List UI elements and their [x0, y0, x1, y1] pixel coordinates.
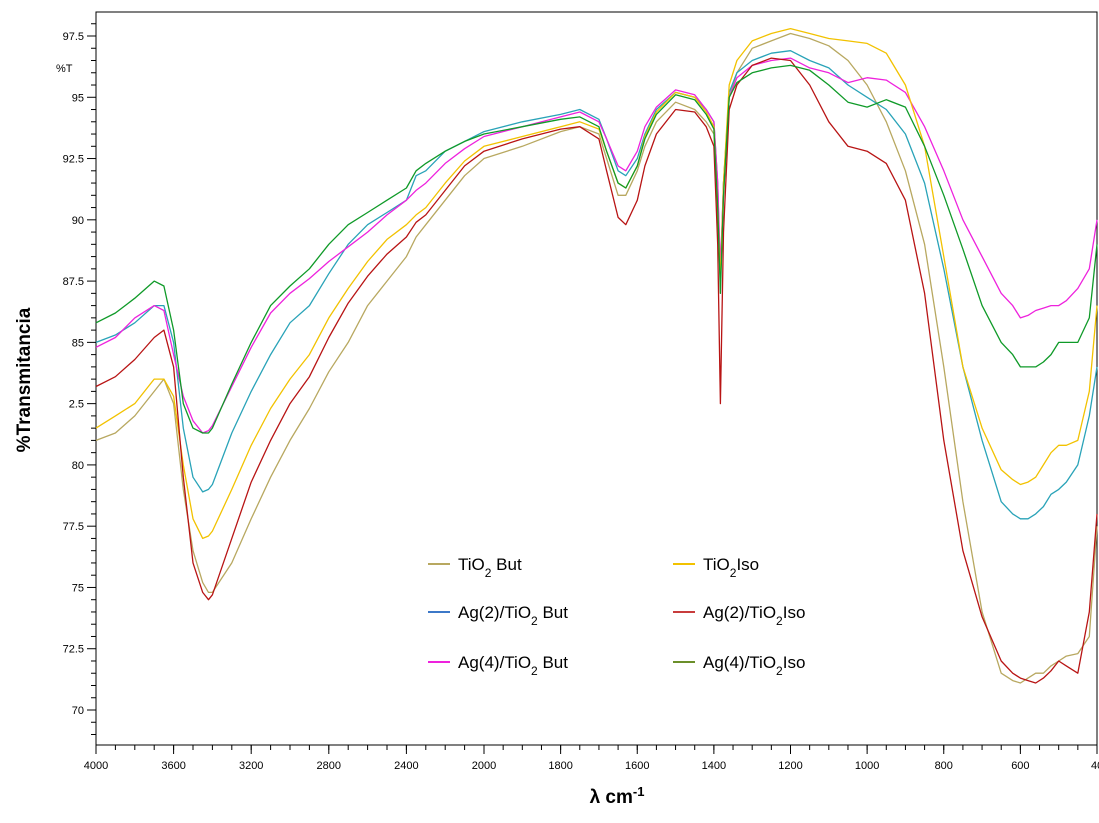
x-tick-label: 600	[1011, 760, 1029, 772]
y-axis-title: %Transmitancia	[14, 307, 35, 452]
y-tick-label: 70	[72, 705, 84, 717]
x-tick-label: 1400	[702, 760, 726, 772]
legend-label: Ag(4)/TiO2 But	[458, 653, 568, 678]
unit-note: %T	[56, 63, 73, 75]
x-tick-label: 1800	[548, 760, 572, 772]
y-tick-label: 95	[72, 92, 84, 104]
y-tick-label: 97.5	[63, 31, 84, 43]
series-line-6	[95, 64, 1098, 434]
series-line-4	[95, 27, 1098, 540]
x-axis-title: λ cm-1	[590, 784, 645, 809]
legend-label: TiO2 But	[458, 555, 522, 580]
y-tick-label: 85	[72, 337, 84, 349]
x-tick-label: 2000	[472, 760, 496, 772]
x-tick-label: 40	[1091, 760, 1099, 772]
y-axis-ticks: 70 72.5 75 77.5 80 2.5 85 87.5 90 92.5 95 97.5	[63, 23, 96, 736]
series-line-3	[95, 57, 1098, 434]
y-tick-label: 2.5	[69, 399, 84, 411]
legend-label: Ag(2)/TiO2Iso	[703, 603, 805, 628]
x-tick-label: 1000	[855, 760, 879, 772]
y-tick-label: 75	[72, 582, 84, 594]
y-tick-label: 92.5	[63, 154, 84, 166]
x-tick-label: 2400	[394, 760, 418, 772]
legend-label: Ag(2)/TiO2 But	[458, 603, 568, 628]
x-tick-label: 800	[935, 760, 953, 772]
y-tick-label: 80	[72, 460, 84, 472]
y-tick-label: 72.5	[63, 644, 84, 656]
x-tick-label: 2800	[317, 760, 341, 772]
legend: TiO2 But TiO2Iso Ag(2)/TiO2 But Ag(2)/TiO2I…	[428, 555, 805, 678]
x-tick-label: 3600	[161, 760, 185, 772]
series-line-5	[95, 57, 1098, 684]
x-axis-ticks: 4000 3600 3200 2800 2400 2000 1800 1600 1400 1200…	[84, 745, 1099, 772]
x-tick-label: 1200	[778, 760, 802, 772]
series-line-2	[95, 50, 1098, 520]
x-tick-label: 3200	[239, 760, 263, 772]
x-tick-label: 1600	[625, 760, 649, 772]
legend-label: TiO2Iso	[703, 555, 759, 580]
series-layer	[95, 27, 1098, 684]
y-tick-label: 77.5	[63, 521, 84, 533]
plot-frame	[95, 11, 1098, 746]
legend-label: Ag(4)/TiO2Iso	[703, 653, 805, 678]
x-tick-label: 4000	[84, 760, 108, 772]
y-tick-label: 90	[72, 215, 84, 227]
y-tick-label: 87.5	[63, 276, 84, 288]
series-line-1	[95, 32, 1098, 684]
